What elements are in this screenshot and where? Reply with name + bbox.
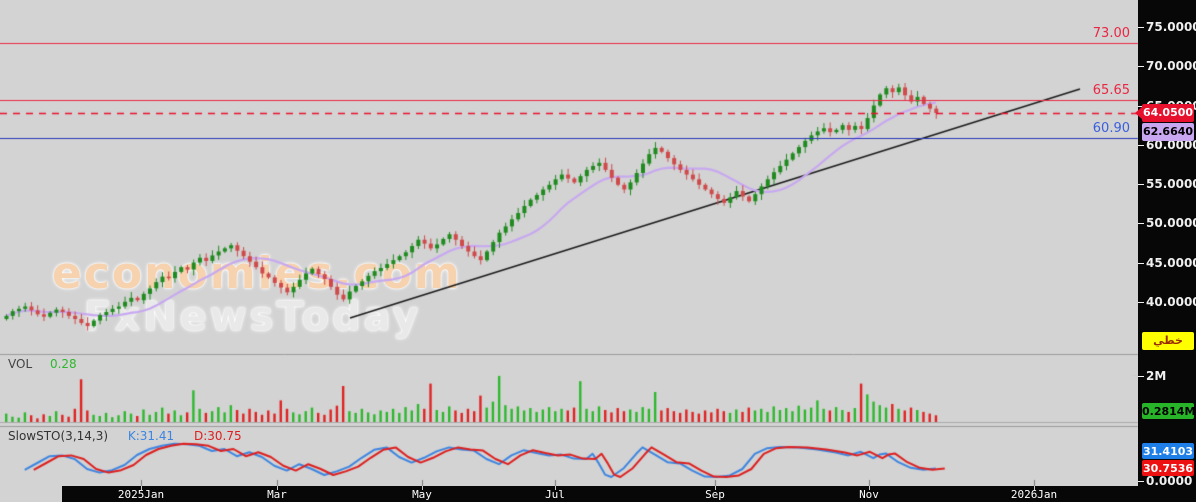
time-tick-mark [555,486,556,490]
price-tick-label: 45.0000 [1138,256,1196,270]
sto-label-text: SlowSTO(3,14,3) [8,429,109,443]
time-axis[interactable]: 2025Jan Mar May Jul Sep Nov 2026Jan [62,486,1196,502]
resistance-level-label-6565: 65.65 [1092,83,1130,99]
price-tick-label: 40.0000 [1138,295,1196,309]
price-tick-label: 75.0000 [1138,20,1196,34]
time-tick-label: Sep [705,488,725,501]
support-level-label-6090: 60.90 [1092,120,1130,136]
sto-d-badge: 30.7536 [1142,460,1194,476]
price-tick-label: 70.0000 [1138,59,1196,73]
last-price-badge: 64.0500 [1135,104,1194,122]
time-tick-label: Nov [859,488,879,501]
time-tick-label: 2026Jan [1010,488,1058,501]
sto-k-badge: 31.4103 [1142,443,1194,459]
time-tick-mark [277,486,278,490]
price-tick-label: 60.0000 [1138,138,1196,152]
volume-axis-tick: 2M [1137,369,1167,383]
time-tick-mark [1034,486,1035,490]
time-tick-mark [422,486,423,490]
time-tick-label: 2025Jan [117,488,165,501]
price-axis[interactable]: 64.0500 62.6640 خطي 0.2814M 31.4103 30.7… [1135,0,1196,488]
price-pane[interactable] [0,0,1138,353]
sto-indicator-label: SlowSTO(3,14,3) K:31.41 D:30.75 [8,429,242,443]
time-tick-mark [715,486,716,490]
volume-value-badge: 0.2814M [1142,403,1196,419]
sto-k-value: K:31.41 [127,429,175,443]
volume-indicator-value: 0.28 [49,357,77,371]
resistance-level-label-73: 73.00 [1092,25,1130,41]
volume-label-text: VOL [8,357,33,371]
time-tick-label: Jul [545,488,565,501]
price-tick-label: 50.0000 [1138,216,1196,230]
time-tick-label: Mar [267,488,287,501]
time-tick-mark [869,486,870,490]
time-tick-label: May [412,488,432,501]
sto-zero-label: 0.0000 [1137,474,1193,488]
scale-toggle-badge[interactable]: خطي [1142,332,1194,350]
ma-value-badge: 62.6640 [1142,123,1194,141]
volume-indicator-label: VOL 0.28 [8,357,77,371]
sto-d-value: D:30.75 [193,429,242,443]
time-tick-mark [141,486,142,490]
price-tick-label: 55.0000 [1138,177,1196,191]
volume-pane[interactable] [0,355,1138,425]
